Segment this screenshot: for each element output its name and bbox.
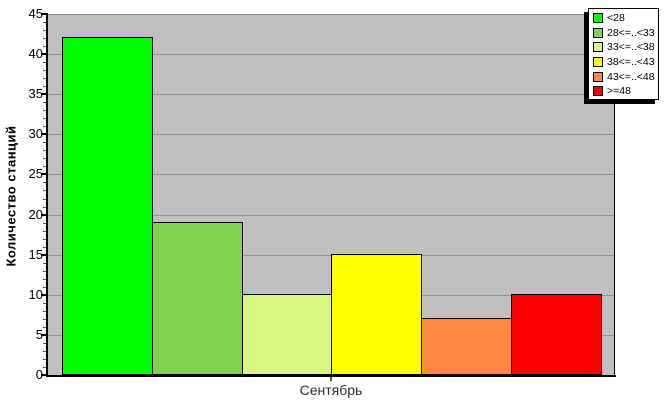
- bar-<28: [62, 37, 153, 375]
- y-minor-tick: [43, 342, 46, 344]
- y-minor-tick: [43, 310, 46, 312]
- y-tick-label: 45: [28, 6, 43, 21]
- y-minor-tick: [43, 230, 46, 232]
- y-major-tick: [41, 53, 46, 56]
- y-minor-tick: [43, 270, 46, 272]
- gridline: [48, 174, 615, 176]
- y-minor-tick: [43, 118, 46, 120]
- legend-label: 38<=..<43: [607, 56, 655, 69]
- y-minor-tick: [43, 110, 46, 112]
- y-minor-tick: [43, 166, 46, 168]
- y-axis-line: [46, 13, 48, 377]
- legend-item: >=48: [593, 84, 658, 99]
- y-minor-tick: [43, 278, 46, 280]
- bar-28<=..<33: [151, 221, 243, 375]
- y-minor-tick: [43, 86, 46, 88]
- y-minor-tick: [43, 78, 46, 80]
- y-minor-tick: [43, 326, 46, 328]
- y-minor-tick: [43, 222, 46, 224]
- legend-swatch-icon: [593, 13, 603, 24]
- legend-swatch-icon: [593, 27, 603, 38]
- y-minor-tick: [43, 22, 46, 24]
- plot-right-border: [614, 14, 615, 375]
- legend-item: <28: [593, 11, 658, 26]
- bar->=48: [511, 293, 602, 375]
- y-tick-label: 20: [28, 206, 43, 222]
- y-tick-label: 15: [28, 246, 43, 262]
- gridline: [48, 94, 615, 96]
- y-minor-tick: [43, 198, 46, 200]
- y-tick-label: 10: [28, 286, 43, 302]
- y-axis-title: Количество станций: [3, 125, 19, 267]
- legend-item: 38<=..<43: [593, 55, 658, 70]
- legend-label: 33<=..<38: [607, 41, 655, 54]
- y-major-tick: [41, 93, 46, 96]
- y-minor-tick: [43, 246, 46, 248]
- y-major-tick: [41, 133, 46, 136]
- y-major-tick: [41, 173, 46, 176]
- y-major-tick: [41, 333, 46, 336]
- x-axis-label: Сентябрь: [299, 382, 363, 398]
- gridline: [48, 54, 615, 56]
- x-axis-tick: [330, 377, 332, 381]
- y-minor-tick: [43, 30, 46, 32]
- y-minor-tick: [43, 158, 46, 160]
- y-minor-tick: [43, 150, 46, 152]
- y-minor-tick: [43, 38, 46, 40]
- gridline: [48, 14, 615, 15]
- y-major-tick: [41, 253, 46, 256]
- y-tick-label: 25: [28, 166, 43, 182]
- y-minor-tick: [43, 182, 46, 184]
- legend-swatch-icon: [593, 42, 603, 53]
- y-minor-tick: [43, 142, 46, 144]
- legend: <28 28<=..<33 33<=..<38 38<=..<43 43<=..<48 >…: [588, 8, 659, 100]
- legend-items: <28 28<=..<33 33<=..<38 38<=..<43 43<=..<48 >…: [593, 11, 658, 99]
- y-minor-tick: [43, 62, 46, 64]
- y-minor-tick: [43, 366, 46, 368]
- bar-43<=..<48: [421, 317, 512, 375]
- plot-area: [48, 14, 615, 375]
- bar-33<=..<38: [241, 293, 333, 375]
- y-tick-label: 35: [28, 86, 43, 102]
- gridline: [48, 134, 615, 136]
- y-minor-tick: [43, 190, 46, 192]
- y-minor-tick: [43, 350, 46, 352]
- y-minor-tick: [43, 302, 46, 304]
- legend-item: 33<=..<38: [593, 40, 658, 55]
- y-minor-tick: [43, 206, 46, 208]
- y-minor-tick: [43, 358, 46, 360]
- y-minor-tick: [43, 318, 46, 320]
- y-minor-tick: [43, 286, 46, 288]
- y-tick-label: 40: [28, 46, 43, 62]
- gridline: [48, 214, 615, 216]
- y-tick-label: 0: [35, 367, 43, 382]
- legend-label: 28<=..<33: [607, 26, 655, 39]
- y-minor-tick: [43, 70, 46, 72]
- legend-item: 28<=..<33: [593, 26, 658, 41]
- y-major-tick: [41, 374, 46, 376]
- y-tick-label: 30: [28, 126, 43, 142]
- legend-swatch-icon: [593, 57, 603, 68]
- y-minor-tick: [43, 126, 46, 128]
- y-tick-label: 5: [35, 326, 43, 342]
- y-major-tick: [41, 13, 46, 15]
- legend-swatch-icon: [593, 71, 603, 82]
- y-major-tick: [41, 293, 46, 296]
- legend-label: <28: [607, 12, 625, 25]
- bar-38<=..<43: [331, 253, 423, 375]
- y-minor-tick: [43, 102, 46, 104]
- y-minor-tick: [43, 262, 46, 264]
- y-minor-tick: [43, 238, 46, 240]
- legend-item: 43<=..<48: [593, 69, 658, 84]
- legend-label: 43<=..<48: [607, 70, 655, 83]
- legend-swatch-icon: [593, 86, 603, 97]
- y-major-tick: [41, 213, 46, 216]
- legend-label: >=48: [607, 85, 631, 98]
- x-axis-line: [46, 375, 616, 377]
- y-minor-tick: [43, 46, 46, 48]
